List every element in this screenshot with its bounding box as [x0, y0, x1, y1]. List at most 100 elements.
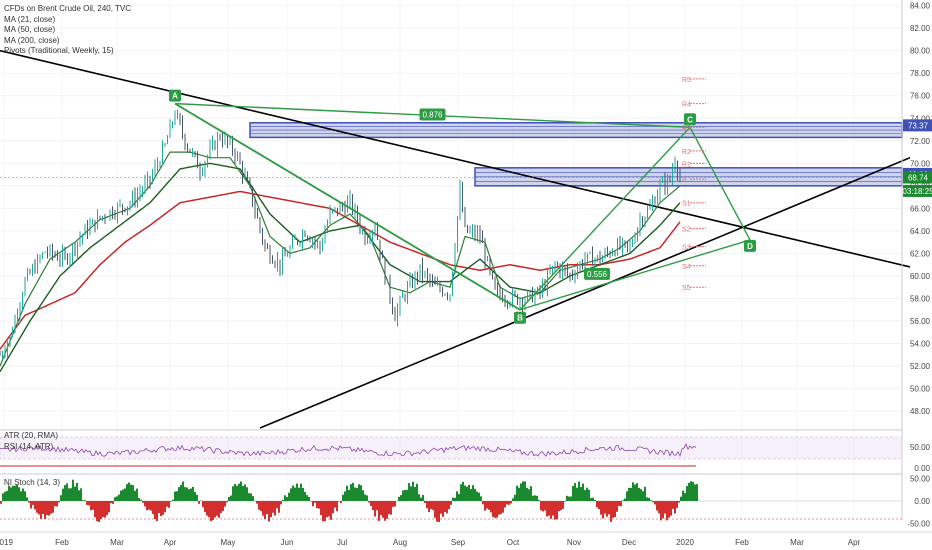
stoch-bar [146, 501, 148, 511]
stoch-bar [40, 501, 42, 519]
stoch-bar [692, 482, 694, 501]
stoch-bar [206, 501, 208, 516]
stoch-bar [36, 501, 38, 513]
stoch-bar [294, 487, 296, 501]
stoch-bar [576, 487, 578, 501]
stoch-bar [624, 498, 626, 501]
stoch-bar [666, 501, 668, 521]
y-tick-label: 62.00 [910, 249, 931, 258]
stoch-bar [650, 500, 652, 501]
legend-ma21[interactable]: MA (21, close) [4, 14, 56, 24]
stoch-bar [572, 485, 574, 501]
stoch-bar [372, 501, 374, 511]
stoch-title[interactable]: NI Stoch (14, 3) [4, 478, 61, 487]
stoch-bar [114, 497, 116, 501]
stoch-bar [474, 488, 476, 501]
x-tick-label: 2019 [0, 538, 13, 547]
stoch-bar [498, 501, 500, 515]
ratio-ac-label: 0.876 [422, 110, 443, 119]
stoch-bar [532, 495, 534, 501]
y-tick-label: 70.00 [910, 159, 931, 168]
stoch-bar [170, 501, 172, 502]
y-tick-label: 54.00 [910, 340, 931, 349]
x-tick-label: May [220, 538, 235, 547]
stoch-bar [642, 491, 644, 501]
stoch-bar [568, 496, 570, 501]
price-tag-bg [903, 171, 932, 184]
stoch-bar [2, 493, 4, 501]
stoch-bar [648, 497, 650, 501]
legend-ma200[interactable]: MA (200, close) [4, 35, 60, 45]
legend-pivots[interactable]: Pivots (Traditional, Weekly, 15) [4, 46, 114, 55]
rsi-title[interactable]: RSI (14, ATR) [4, 442, 54, 451]
stoch-bar [12, 485, 14, 501]
stoch-bar [630, 487, 632, 501]
stoch-bar [482, 501, 484, 505]
stoch-bar [244, 484, 246, 501]
price-tag-bg [903, 184, 932, 197]
stoch-bar [540, 501, 542, 511]
rsi-line [0, 443, 697, 458]
stoch-bar [582, 483, 584, 501]
stoch-bar [478, 492, 480, 501]
stoch-bar [56, 501, 58, 507]
y-tick-label: 80.00 [910, 47, 931, 56]
stoch-bar [354, 487, 356, 501]
stoch-bar [674, 501, 676, 514]
stoch-bar [196, 494, 198, 501]
stoch-bar [76, 482, 78, 501]
stoch-bar [536, 495, 538, 501]
stoch-bar [82, 500, 84, 501]
stoch-bar [462, 481, 464, 501]
stoch-bar [166, 501, 168, 507]
stoch-bar [578, 481, 580, 501]
stoch-bar [340, 501, 342, 504]
stoch-bar [480, 496, 482, 501]
stoch-bar [286, 496, 288, 501]
stoch-bar [218, 501, 220, 518]
stoch-bar [342, 494, 344, 501]
stoch-bar [436, 501, 438, 522]
stoch-bar [92, 501, 94, 510]
stoch-bar [400, 495, 402, 501]
stoch-bar [506, 501, 508, 505]
stoch-bar [210, 501, 212, 522]
stoch-bar [4, 491, 6, 501]
stoch-bar [422, 494, 424, 501]
trendlines-layer [0, 49, 911, 429]
pivot-label: R3 [682, 125, 691, 132]
stoch-bar [688, 482, 690, 501]
stoch-tick-label: -50.00 [907, 520, 930, 529]
stoch-bar [388, 501, 390, 515]
rsi-panel: 50.00 0.00 [0, 429, 931, 473]
stoch-bar [518, 487, 520, 501]
stoch-bar [136, 488, 138, 501]
stoch-bar [38, 501, 40, 515]
stoch-bar [256, 501, 258, 504]
stoch-bar [678, 501, 680, 503]
stoch-bar [454, 497, 456, 501]
legend: CFDs on Brent Crude Oil, 240, TVC MA (21… [4, 4, 131, 57]
legend-symbol[interactable]: CFDs on Brent Crude Oil, 240, TVC [4, 4, 132, 13]
stoch-tick-label: 0.00 [914, 497, 930, 506]
stoch-bar [546, 501, 548, 517]
stoch-bar [580, 486, 582, 501]
y-tick-label: 66.00 [910, 204, 931, 213]
stoch-bar [102, 501, 104, 518]
stoch-bar [160, 501, 162, 517]
stoch-bar [646, 497, 648, 501]
stoch-bar [430, 501, 432, 509]
stoch-bar [488, 501, 490, 510]
stoch-bar [230, 495, 232, 501]
atr-title[interactable]: ATR (20, RMA) [4, 431, 59, 440]
stoch-bar [178, 487, 180, 501]
stoch-bar [186, 487, 188, 501]
stoch-bar [220, 501, 222, 513]
stoch-bar [158, 501, 160, 514]
x-tick-label: Apr [164, 538, 177, 547]
stoch-bar [466, 486, 468, 501]
legend-ma50[interactable]: MA (50, close) [4, 25, 56, 34]
stoch-bar [316, 501, 318, 509]
y-tick-label: 72.00 [910, 137, 931, 146]
